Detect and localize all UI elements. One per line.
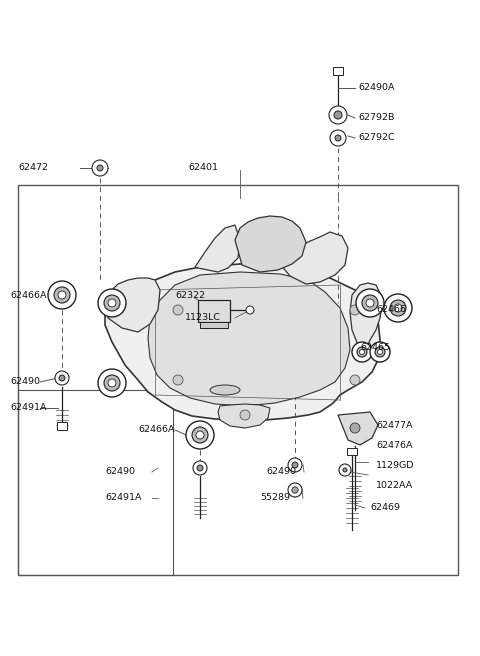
- Circle shape: [196, 431, 204, 439]
- Circle shape: [352, 342, 372, 362]
- Circle shape: [173, 305, 183, 315]
- Circle shape: [108, 299, 116, 307]
- Circle shape: [92, 160, 108, 176]
- Text: 1129GD: 1129GD: [376, 461, 415, 470]
- Circle shape: [370, 342, 390, 362]
- Polygon shape: [280, 232, 348, 284]
- Text: 62465: 62465: [360, 344, 390, 352]
- Circle shape: [339, 464, 351, 476]
- Circle shape: [48, 281, 76, 309]
- Circle shape: [108, 379, 116, 387]
- Circle shape: [375, 347, 385, 357]
- Polygon shape: [105, 264, 380, 420]
- Polygon shape: [195, 225, 240, 272]
- Circle shape: [377, 350, 383, 354]
- Circle shape: [104, 295, 120, 311]
- Text: 62401: 62401: [188, 163, 218, 173]
- Circle shape: [97, 165, 103, 171]
- Text: 62466: 62466: [376, 306, 406, 314]
- Circle shape: [55, 371, 69, 385]
- Text: 62490: 62490: [10, 377, 40, 386]
- Circle shape: [240, 410, 250, 420]
- Text: 1022AA: 1022AA: [376, 480, 413, 489]
- Circle shape: [104, 375, 120, 391]
- Polygon shape: [148, 272, 350, 406]
- Text: 62491A: 62491A: [10, 403, 47, 413]
- Bar: [18, 185, 458, 575]
- Text: 62490: 62490: [105, 468, 135, 476]
- Circle shape: [329, 106, 347, 124]
- Text: 62472: 62472: [18, 163, 48, 173]
- Circle shape: [192, 427, 208, 443]
- Circle shape: [360, 350, 364, 354]
- Bar: [333, 67, 343, 75]
- Circle shape: [58, 291, 66, 299]
- Polygon shape: [235, 216, 306, 272]
- Circle shape: [350, 423, 360, 433]
- Circle shape: [330, 130, 346, 146]
- Text: 62490: 62490: [266, 468, 296, 476]
- Circle shape: [292, 462, 298, 468]
- Text: 62466A: 62466A: [10, 291, 47, 300]
- Text: 62466A: 62466A: [138, 426, 175, 434]
- Bar: [198, 300, 230, 322]
- Circle shape: [173, 375, 183, 385]
- Circle shape: [334, 111, 342, 119]
- Circle shape: [390, 300, 406, 316]
- Bar: [347, 448, 357, 455]
- Text: 62476A: 62476A: [376, 440, 412, 449]
- Circle shape: [394, 304, 402, 312]
- Polygon shape: [105, 278, 160, 332]
- Polygon shape: [350, 283, 382, 352]
- Circle shape: [350, 375, 360, 385]
- Text: 1123LC: 1123LC: [185, 314, 221, 323]
- Text: 62491A: 62491A: [105, 493, 142, 502]
- Circle shape: [54, 287, 70, 303]
- Circle shape: [350, 305, 360, 315]
- Circle shape: [98, 369, 126, 397]
- Circle shape: [186, 421, 214, 449]
- Circle shape: [356, 289, 384, 317]
- Circle shape: [288, 458, 302, 472]
- Text: 62490A: 62490A: [358, 83, 395, 92]
- Polygon shape: [218, 404, 270, 428]
- Text: 55289: 55289: [260, 493, 290, 502]
- Ellipse shape: [210, 385, 240, 395]
- Text: 62469: 62469: [370, 504, 400, 512]
- Circle shape: [357, 347, 367, 357]
- Circle shape: [335, 135, 341, 141]
- Text: 62792B: 62792B: [358, 113, 395, 123]
- Polygon shape: [338, 412, 378, 445]
- Circle shape: [59, 375, 65, 381]
- Circle shape: [197, 465, 203, 471]
- Circle shape: [366, 299, 374, 307]
- Circle shape: [98, 289, 126, 317]
- Circle shape: [292, 487, 298, 493]
- Circle shape: [288, 483, 302, 497]
- Circle shape: [246, 306, 254, 314]
- Circle shape: [193, 461, 207, 475]
- Text: 62792C: 62792C: [358, 134, 395, 142]
- Text: 62322: 62322: [175, 291, 205, 300]
- Circle shape: [384, 294, 412, 322]
- Bar: [18, 390, 173, 575]
- Text: 62477A: 62477A: [376, 420, 412, 430]
- Circle shape: [343, 468, 347, 472]
- Circle shape: [362, 295, 378, 311]
- Bar: [200, 322, 228, 328]
- Bar: [57, 422, 67, 430]
